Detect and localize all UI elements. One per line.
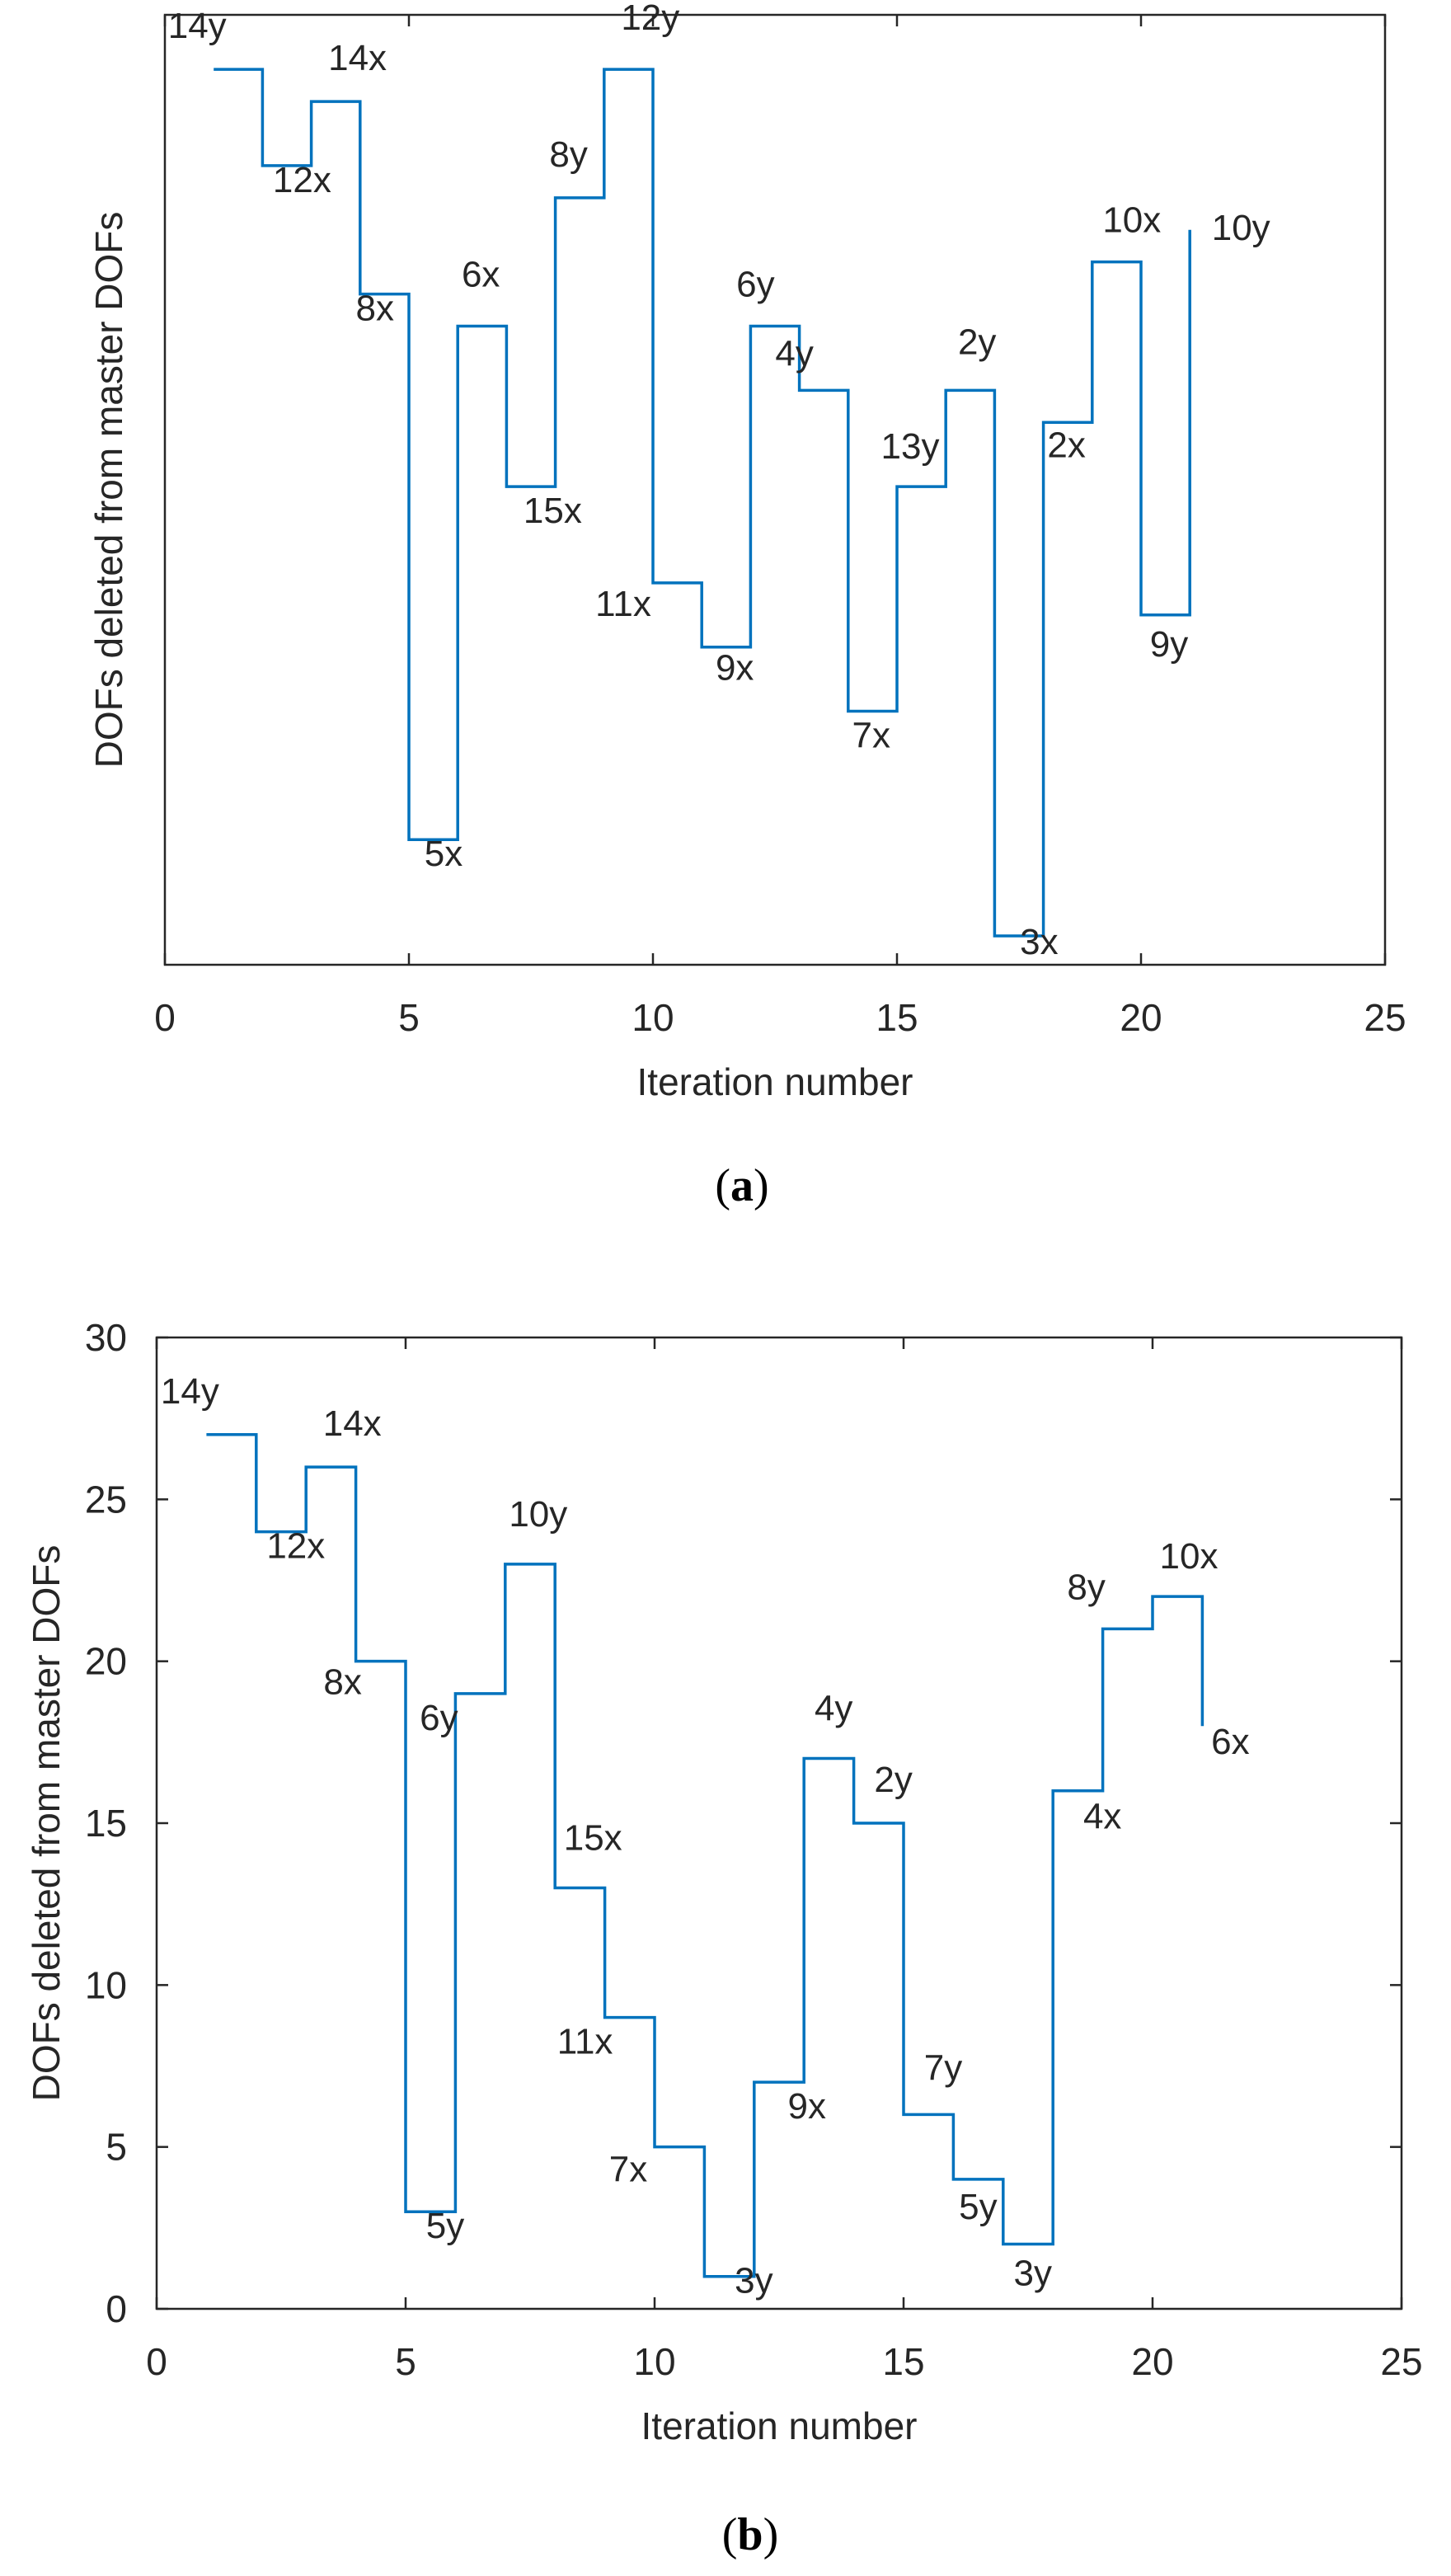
x-tick-label-b: 5 [395,2340,416,2383]
step-annotation-b: 14y [161,1371,219,1412]
step-annotation-b: 6x [1211,1722,1249,1762]
step-annotation-a: 10x [1102,200,1161,241]
step-annotation-b: 8y [1067,1567,1105,1607]
step-annotation-b: 5y [426,2206,464,2246]
step-annotation-a: 8x [356,289,394,329]
x-axis-label-a: Iteration number [637,1060,913,1103]
y-tick-label-b: 15 [85,1802,127,1845]
step-annotation-a: 15x [524,491,582,531]
y-tick-label-b: 10 [85,1963,127,2006]
step-annotation-a: 12x [273,160,331,200]
step-annotation-b: 11x [557,2022,613,2062]
step-annotation-a: 10y [1212,208,1270,248]
step-annotation-b: 6y [420,1698,458,1738]
x-tick-label-b: 20 [1131,2340,1173,2383]
step-annotation-a: 2y [958,322,996,362]
step-annotation-b: 10x [1160,1536,1219,1577]
step-annotation-b: 10y [509,1494,567,1535]
step-annotation-a: 8y [549,134,587,175]
step-annotation-a: 6x [462,255,500,295]
step-annotation-a: 9x [716,648,754,689]
step-annotation-b: 4x [1083,1797,1121,1837]
plot-area-a [163,13,1387,966]
panel-label-a: (a) [715,1160,768,1211]
step-annotation-a: 11x [595,584,651,624]
step-annotation-a: 14x [328,38,387,78]
step-annotation-b: 5y [959,2187,997,2227]
x-tick-label-a: 5 [398,996,420,1039]
step-annotation-b: 7y [924,2047,962,2088]
step-annotation-b: 9x [788,2086,826,2127]
step-annotation-b: 8x [323,1662,361,1703]
y-axis-label-b: DOFs deleted from master DOFs [25,1545,68,2102]
chart-b: 0 5 10 15 20 25 0 5 10 15 20 25 30 14y 12x 14x 8x 5y 6y 1… [25,1316,1423,2560]
data-line-a [214,68,1191,938]
x-axis-label-b: Iteration number [641,2404,918,2447]
step-annotation-b: 3y [735,2261,772,2301]
y-tick-label-b: 25 [85,1478,127,1521]
step-annotation-a: 9y [1150,624,1188,665]
y-tick-label-b: 30 [85,1316,127,1359]
step-annotation-a: 7x [852,716,890,756]
step-annotation-b: 12x [266,1526,325,1567]
y-axis-label-a: DOFs deleted from master DOFs [87,212,130,769]
step-annotation-a: 4y [775,333,813,374]
x-tick-label-a: 20 [1120,996,1162,1039]
step-annotation-a: 13y [881,426,940,467]
plot-area-b [155,1336,1403,2310]
panel-label-b: (b) [722,2509,778,2560]
chart-a: 0 5 10 15 20 25 14y 12x 14x 8x 5x 6x 15x 8y 12y 11x 9x 6… [87,0,1406,1211]
x-tick-label-b: 15 [882,2340,924,2383]
x-tick-label-a: 10 [632,996,674,1039]
x-tick-label-a: 0 [154,996,176,1039]
y-tick-label-b: 5 [106,2126,127,2169]
step-annotation-b: 2y [874,1760,912,1800]
step-annotation-a: 3x [1020,922,1058,962]
step-annotation-b: 7x [609,2150,647,2190]
x-tick-label-b: 0 [146,2340,167,2383]
step-annotation-a: 14y [168,6,227,46]
x-tick-label-a: 15 [876,996,918,1039]
data-line-b [206,1433,1204,2278]
step-annotation-b: 14x [323,1403,382,1444]
x-tick-label-a: 25 [1364,996,1406,1039]
step-annotation-a: 6y [736,265,774,305]
y-tick-label-b: 0 [106,2287,127,2330]
step-annotation-a: 2x [1047,425,1085,465]
step-annotation-b: 4y [815,1688,852,1728]
y-tick-label-b: 20 [85,1640,127,1683]
step-annotation-b: 3y [1014,2253,1052,2293]
step-annotation-a: 12y [621,0,679,38]
step-annotation-b: 15x [564,1818,622,1859]
x-tick-label-b: 10 [633,2340,675,2383]
step-annotation-a: 5x [425,834,463,874]
x-tick-label-b: 25 [1380,2340,1422,2383]
